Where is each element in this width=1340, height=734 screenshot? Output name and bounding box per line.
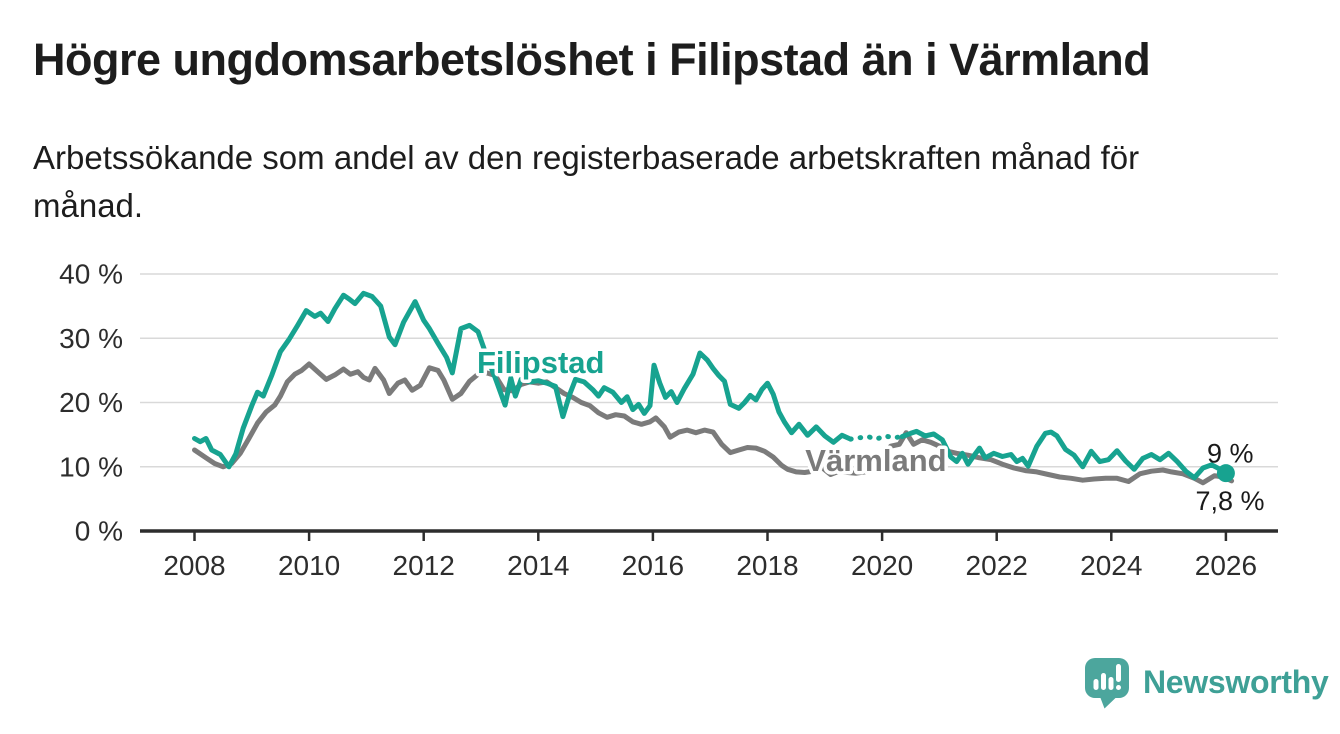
- y-axis-tick-label: 20 %: [59, 387, 123, 418]
- x-axis-tick-label: 2008: [163, 550, 225, 581]
- logo-exclamation-bar: [1116, 664, 1121, 682]
- speech-bubble-shape: [1085, 658, 1129, 709]
- logo-bar-3: [1108, 677, 1114, 690]
- newsworthy-logo-icon: [1085, 658, 1129, 709]
- x-axis-tick-label: 2020: [851, 550, 913, 581]
- varmland-end-value: 7,8 %: [1196, 486, 1265, 516]
- x-axis-tick-label: 2012: [393, 550, 455, 581]
- filipstad-line-dashed: [848, 433, 905, 442]
- logo-bar-1: [1093, 679, 1099, 690]
- y-axis-tick-label: 30 %: [59, 323, 123, 354]
- x-axis-tick-label: 2010: [278, 550, 340, 581]
- newsworthy-logo-text: Newsworthy: [1143, 663, 1329, 700]
- x-axis-tick-label: 2016: [622, 550, 684, 581]
- y-axis-tick-label: 40 %: [59, 259, 123, 290]
- filipstad-line-label: Filipstad: [477, 345, 604, 380]
- filipstad-line: [899, 428, 1229, 481]
- x-axis-tick-label: 2026: [1195, 550, 1257, 581]
- x-axis-tick-label: 2022: [966, 550, 1028, 581]
- varmland-line-label: Värmland: [805, 443, 946, 478]
- page-title: Högre ungdomsarbetslöshet i Filipstad än…: [33, 34, 1151, 85]
- newsworthy-branding: Newsworthy: [1082, 654, 1329, 710]
- y-axis-tick-label: 0 %: [75, 516, 123, 547]
- x-axis-tick-label: 2018: [736, 550, 798, 581]
- logo-exclamation-dot: [1116, 685, 1121, 690]
- vrmland-line: [192, 361, 1235, 486]
- x-axis-tick-label: 2014: [507, 550, 569, 581]
- chart-subtitle: Arbetssökande som andel av den registerb…: [33, 139, 1140, 224]
- logo-bar-2: [1101, 673, 1106, 690]
- x-axis-tick-label: 2024: [1080, 550, 1142, 581]
- unemployment-line-chart: 0 % 10 % 20 % 30 % 40 % 2008 2010 2012 2014 2016 2…: [59, 259, 1278, 581]
- filipstad-line: [192, 290, 854, 470]
- filipstad-end-value: 9 %: [1207, 438, 1254, 468]
- y-axis-tick-label: 10 %: [59, 451, 123, 482]
- filipstad-latest-value-dot: [1216, 464, 1235, 483]
